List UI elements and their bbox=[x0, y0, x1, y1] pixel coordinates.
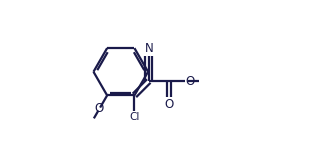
Text: O: O bbox=[185, 75, 195, 88]
Text: O: O bbox=[164, 98, 174, 111]
Text: Cl: Cl bbox=[129, 112, 140, 122]
Text: O: O bbox=[94, 102, 104, 115]
Text: N: N bbox=[144, 42, 153, 55]
